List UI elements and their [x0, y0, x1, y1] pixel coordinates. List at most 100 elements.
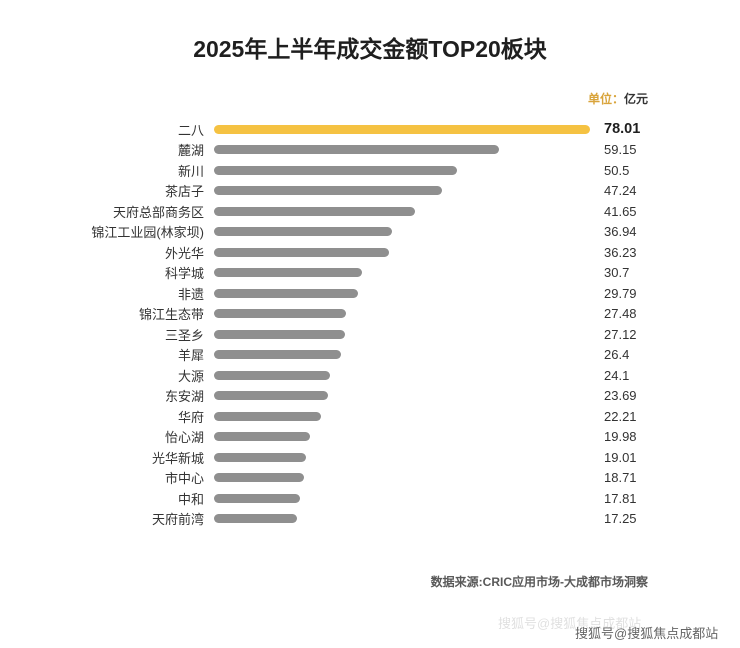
bar-track [214, 247, 590, 257]
bar-label: 东安湖 [164, 389, 204, 405]
bar [214, 432, 311, 442]
bar-track [214, 391, 590, 401]
chart-row: 三圣乡 27.12 [32, 324, 708, 345]
bar-track [214, 227, 590, 237]
bar-track [214, 206, 590, 216]
chart-row: 锦江生态带 27.48 [32, 304, 708, 325]
unit-label: 单位：亿元 [588, 90, 648, 107]
chart-row: 怡心湖 19.98 [32, 427, 708, 448]
bar-value: 23.69 [604, 388, 637, 404]
bar-value: 47.24 [604, 183, 637, 199]
bar-track [214, 432, 590, 442]
bar [214, 165, 458, 175]
bar-label: 市中心 [164, 471, 204, 487]
chart-row: 东安湖 23.69 [32, 386, 708, 407]
chart-row: 科学城 30.7 [32, 263, 708, 284]
bar [214, 247, 389, 257]
bar [214, 268, 362, 278]
bar-label: 三圣乡 [164, 327, 204, 343]
bar [214, 329, 345, 339]
bar-label: 天府总部商务区 [112, 204, 204, 220]
bar-label: 非遗 [177, 286, 204, 302]
chart-row: 天府前湾 17.25 [32, 509, 708, 530]
bar [214, 309, 347, 319]
chart-row: 新川 50.5 [32, 160, 708, 181]
bar-label: 怡心湖 [164, 430, 204, 446]
bar-track [214, 186, 590, 196]
bar-track [214, 370, 590, 380]
chart-row: 大源 24.1 [32, 365, 708, 386]
bar-highlight [214, 124, 590, 134]
bar-value: 59.15 [604, 142, 637, 158]
bar-track [214, 452, 590, 462]
chart-row: 羊犀 26.4 [32, 345, 708, 366]
bar-value: 78.01 [604, 121, 641, 138]
watermark-faint: 搜狐号@搜狐焦点成都站 [498, 616, 642, 631]
bar-label: 麓湖 [177, 143, 204, 159]
bar-value: 17.25 [604, 511, 637, 527]
bar-label: 二八 [177, 122, 204, 138]
watermark: 搜狐号@搜狐焦点成都站 [575, 626, 719, 641]
bar-track [214, 165, 590, 175]
chart-row: 茶店子 47.24 [32, 181, 708, 202]
bar-track [214, 124, 590, 134]
chart-row: 中和 17.81 [32, 488, 708, 509]
bar-label: 科学城 [164, 266, 204, 282]
chart-row: 非遗 29.79 [32, 283, 708, 304]
bar-value: 22.21 [604, 408, 637, 424]
bar-label: 锦江工业园(林家坝) [91, 225, 204, 241]
bar [214, 514, 298, 524]
bar-label: 华府 [177, 409, 204, 425]
bar [214, 493, 300, 503]
bar-value: 26.4 [604, 347, 630, 363]
bar [214, 186, 442, 196]
bar-label: 茶店子 [164, 184, 204, 200]
bar [214, 452, 306, 462]
bar-value: 27.48 [604, 306, 637, 322]
chart-row: 市中心 18.71 [32, 468, 708, 489]
chart-row: 外光华 36.23 [32, 242, 708, 263]
bar-label: 天府前湾 [151, 512, 204, 528]
bar-label: 光华新城 [151, 450, 204, 466]
bar-value: 30.7 [604, 265, 630, 281]
bar-value: 19.98 [604, 429, 637, 445]
chart-row: 麓湖 59.15 [32, 140, 708, 161]
bar-value: 24.1 [604, 367, 630, 383]
bar-value: 29.79 [604, 285, 637, 301]
bar-track [214, 329, 590, 339]
bar-track [214, 350, 590, 360]
bar [214, 391, 329, 401]
bar-value: 17.81 [604, 490, 637, 506]
bar-value: 36.94 [604, 224, 637, 240]
unit-prefix: 单位： [587, 92, 624, 106]
bar-label: 外光华 [164, 245, 204, 261]
chart-row: 天府总部商务区 41.65 [32, 201, 708, 222]
bar [214, 350, 342, 360]
bar-value: 18.71 [604, 470, 637, 486]
bar-track [214, 268, 590, 278]
data-source-note: 数据来源:CRIC应用市场-大成都市场洞察 [430, 575, 648, 589]
bar [214, 288, 358, 298]
bar-value: 19.01 [604, 449, 637, 465]
chart-row: 二八 78.01 [32, 119, 708, 140]
unit-value: 亿元 [623, 92, 648, 106]
bar-chart: 二八 78.01 麓湖 59.15 新川 50.5 茶店子 47.24 天府总部商务区 41.65… [32, 119, 708, 529]
bar [214, 206, 415, 216]
chart-row: 华府 22.21 [32, 406, 708, 427]
bar-label: 锦江生态带 [138, 307, 204, 323]
bar [214, 473, 305, 483]
bar [214, 370, 331, 380]
chart-row: 光华新城 19.01 [32, 447, 708, 468]
bar [214, 145, 500, 155]
chart-row: 锦江工业园(林家坝) 36.94 [32, 222, 708, 243]
bar-track [214, 309, 590, 319]
bar-label: 羊犀 [177, 348, 204, 364]
bar-track [214, 145, 590, 155]
bar-track [214, 288, 590, 298]
chart-title: 2025年上半年成交金额TOP20板块 [193, 36, 547, 62]
bar-label: 中和 [177, 491, 204, 507]
bar-track [214, 514, 590, 524]
bar-track [214, 473, 590, 483]
bar-label: 新川 [177, 163, 204, 179]
